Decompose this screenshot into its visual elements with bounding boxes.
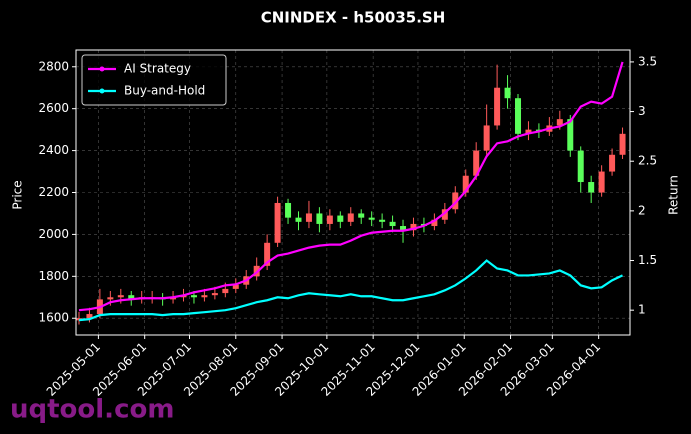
candle-body [410, 223, 417, 231]
y-tick-label: 1600 [38, 311, 69, 325]
candle-body [326, 215, 333, 224]
candle-body [316, 213, 323, 224]
candle-body [462, 175, 469, 193]
candle-body [305, 213, 312, 222]
candle-body [222, 288, 229, 294]
y2-axis-label: Return [667, 175, 681, 215]
candle-body [347, 213, 354, 222]
legend-box [81, 54, 227, 106]
return-line [78, 61, 624, 312]
y-tick-label: 2200 [38, 185, 69, 199]
chart-title: CNINDEX - h50035.SH [261, 9, 446, 27]
candle-body [232, 284, 239, 289]
y-tick-label: 2000 [38, 227, 69, 241]
candle-body [274, 202, 281, 243]
candle-body [368, 217, 375, 220]
y2-tick-label: 3 [638, 104, 646, 118]
candle-body [577, 150, 584, 183]
candle-body [473, 150, 480, 176]
candle-body [285, 202, 292, 218]
candle-body [567, 119, 574, 151]
y2-tick-label: 1 [638, 303, 646, 317]
candle-body [117, 295, 124, 298]
candle-body [201, 295, 208, 298]
y2-tick-label: 2 [638, 203, 646, 217]
candle-body [556, 119, 563, 126]
candle-body [264, 242, 271, 266]
candle-body [211, 293, 218, 296]
legend-label: AI Strategy [124, 62, 191, 76]
legend-label: Buy-and-Hold [124, 84, 205, 98]
y-tick-label: 2400 [38, 143, 69, 157]
y2-tick-label: 1.5 [638, 253, 657, 267]
candle-body [452, 192, 459, 210]
candle-body [190, 295, 197, 298]
legend-marker [99, 88, 105, 94]
y-tick-label: 2600 [38, 101, 69, 115]
y-tick-label: 2800 [38, 59, 69, 73]
candle-body [379, 219, 386, 222]
candle-body [107, 297, 114, 300]
y-tick-label: 1800 [38, 269, 69, 283]
candle-body [389, 221, 396, 227]
y2-tick-label: 3.5 [638, 54, 657, 68]
candle-body [337, 215, 344, 222]
y-axis-label: Price [11, 180, 25, 209]
candle-body [609, 154, 616, 172]
legend-marker [99, 66, 105, 72]
candle-body [358, 213, 365, 218]
y2-tick-label: 2.5 [638, 154, 657, 168]
return-line [78, 259, 624, 322]
candle-body [525, 129, 532, 134]
candle-body [504, 87, 511, 99]
plot-frame [75, 49, 631, 336]
candle-body [128, 295, 135, 300]
candle-body [619, 133, 626, 155]
candle-body [441, 209, 448, 220]
candle-body [400, 226, 407, 231]
candle-body [483, 125, 490, 151]
watermark: uqtool.com [10, 395, 174, 425]
candle-body [431, 219, 438, 227]
candle-body [494, 87, 501, 126]
candle-body [295, 217, 302, 222]
candle-body [86, 314, 93, 319]
candle-body [598, 171, 605, 193]
candle-body [515, 98, 522, 134]
candle-body [588, 182, 595, 193]
